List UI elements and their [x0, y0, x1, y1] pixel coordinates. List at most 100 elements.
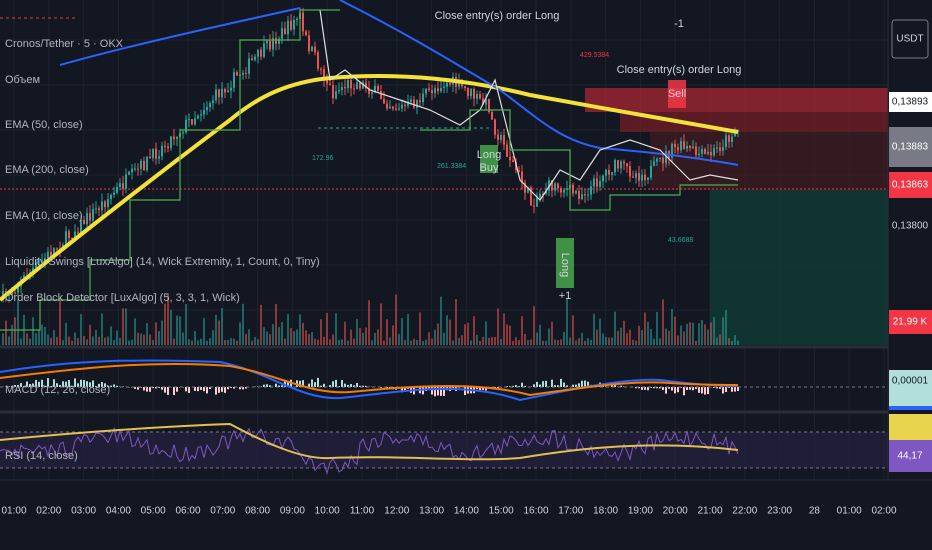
volume-bar [599, 318, 601, 345]
candle [602, 175, 604, 182]
candle [86, 213, 88, 225]
volume-bar [26, 333, 28, 345]
volume-bar [98, 336, 100, 345]
candle [161, 145, 163, 157]
macd-hist [725, 387, 727, 392]
candle [365, 82, 367, 89]
candle [98, 208, 100, 211]
volume-bar [2, 333, 4, 345]
volume-bar [326, 312, 328, 345]
volume-bar [650, 328, 652, 345]
candle [149, 156, 151, 159]
volume-bar [194, 330, 196, 345]
annotation: -1 [674, 18, 684, 30]
volume-bar [518, 340, 520, 345]
candle [77, 231, 79, 234]
candle [680, 141, 682, 151]
candle [611, 172, 613, 175]
macd-hist [614, 384, 616, 387]
volume-bar [62, 340, 64, 345]
time-label: 09:00 [280, 506, 305, 517]
volume-bar [539, 324, 541, 345]
volume-bar [53, 330, 55, 345]
volume-bar [542, 340, 544, 345]
candle [203, 110, 205, 115]
indicator: EMA (50, close) [5, 119, 83, 131]
candle [170, 136, 172, 149]
volume-bar [467, 322, 469, 345]
macd-hist [512, 385, 514, 387]
macd-hist [485, 387, 487, 391]
volume-bar [260, 304, 262, 345]
candle [572, 184, 574, 194]
ema-50 [59, 0, 739, 166]
macd-hist [731, 387, 733, 392]
price-tag [889, 440, 932, 472]
time-label: 03:00 [71, 506, 96, 517]
macd-hist [14, 385, 16, 387]
candle [101, 201, 103, 211]
price-tag [889, 414, 932, 440]
macd-hist [404, 387, 406, 392]
macd-hist [149, 387, 151, 392]
candle [113, 192, 115, 195]
macd-hist [53, 379, 55, 387]
candle [176, 136, 178, 139]
volume-bar [80, 314, 82, 345]
indicator: EMA (200, close) [5, 164, 89, 176]
candle [302, 12, 304, 32]
volume-bar [68, 336, 70, 345]
candle [245, 72, 247, 74]
candle [416, 100, 418, 108]
volume-bar [497, 308, 499, 345]
macd-hist [38, 381, 40, 387]
currency[interactable]: USDT [896, 34, 923, 45]
candle [692, 146, 694, 149]
price-label: 0,13883 [892, 142, 929, 153]
volume-bar [125, 308, 127, 345]
candle [128, 171, 130, 175]
volume-bar [242, 303, 244, 345]
candle [584, 194, 586, 196]
candle [419, 100, 421, 103]
macd-hist [686, 387, 688, 390]
volume-bar [284, 338, 286, 345]
volume-bar [89, 324, 91, 345]
volume-bar [251, 340, 253, 345]
macd-hist [386, 387, 388, 389]
macd-hist [587, 381, 589, 387]
price-tag [889, 172, 932, 198]
volume-bar [320, 319, 322, 345]
macd-hist [104, 383, 106, 387]
macd-hist [335, 379, 337, 387]
volume-bar [278, 326, 280, 345]
macd-hist [620, 385, 622, 387]
candle [344, 87, 346, 89]
volume-bar [35, 333, 37, 345]
volume-bar [452, 340, 454, 345]
volume-bar [227, 339, 229, 345]
volume-bar [587, 338, 589, 345]
volume-bar [548, 328, 550, 345]
candle [167, 146, 169, 149]
currency-button[interactable] [891, 19, 929, 59]
macd-hist [698, 387, 700, 393]
volume-bar [368, 300, 370, 345]
candle [335, 91, 337, 99]
volume-bar [494, 336, 496, 345]
annotation: Close entry(s) order Long [617, 64, 742, 76]
candle [647, 177, 649, 181]
candle [545, 190, 547, 194]
volume-bar [110, 326, 112, 345]
volume-bar [149, 334, 151, 345]
volume-bar [383, 340, 385, 345]
candle [662, 157, 664, 164]
volume-bar [86, 339, 88, 345]
candle [50, 251, 52, 257]
volume-bar [47, 334, 49, 345]
volume-bar [50, 337, 52, 345]
candle [197, 115, 199, 119]
volume-bar [656, 311, 658, 345]
candle [686, 145, 688, 149]
candle [293, 20, 295, 30]
